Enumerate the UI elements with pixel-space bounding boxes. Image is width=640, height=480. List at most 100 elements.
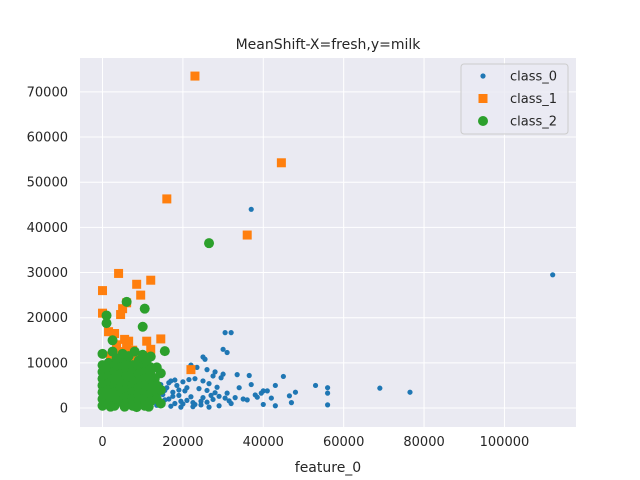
class_2-point (101, 310, 112, 321)
class_0-point (172, 400, 178, 407)
class_0-point (186, 376, 192, 383)
class_0-point (192, 376, 198, 382)
legend-box (460, 63, 569, 135)
y-tick-labels: 0 10000 20000 30000 40000 50000 60000 70000 (27, 85, 68, 416)
class_0-point (248, 206, 254, 212)
class_0-point (280, 373, 286, 380)
class_0-point (228, 400, 234, 407)
class_0-point (224, 349, 230, 356)
class_0-point (260, 401, 266, 408)
class_0-point (272, 403, 278, 409)
class_0-point (232, 395, 238, 401)
class_2-point (143, 401, 154, 412)
class_2-point (101, 318, 112, 329)
x-axis-label: feature_0 (295, 460, 361, 476)
class_1-point (118, 304, 128, 314)
class_0-point (198, 398, 204, 404)
class_0-point (194, 364, 200, 370)
class_0-point (206, 404, 212, 410)
class_0-point (228, 330, 234, 336)
class_0-point (288, 400, 295, 406)
class_0-point (172, 377, 178, 383)
class_2-point (111, 353, 122, 364)
class_2-point (107, 335, 118, 346)
class_1-point (242, 230, 252, 240)
y-tick-label: 70000 (27, 85, 68, 100)
class_0-point (292, 389, 299, 395)
class_1-point (186, 365, 196, 375)
class_0-point (168, 403, 174, 409)
legend-marker-class_1 (478, 94, 488, 103)
class_0-point (182, 388, 188, 394)
class_0-point (286, 393, 293, 399)
class_0-point (204, 387, 210, 394)
class_0-point (208, 392, 214, 398)
class_0-point (202, 356, 208, 362)
class_0-point (248, 381, 254, 388)
class_0-point (222, 330, 228, 336)
data-points (97, 71, 556, 413)
class_0-point (272, 382, 278, 389)
class_0-point (170, 393, 176, 399)
class_1-point (276, 158, 286, 168)
class_0-point (407, 389, 413, 395)
class_2-point (137, 321, 148, 332)
class_1-point (116, 310, 126, 320)
class_0-point (254, 394, 260, 400)
class_2-point (155, 384, 166, 395)
class_2-point (204, 238, 215, 249)
class_1-point (110, 329, 120, 339)
x-tick-label: 100000 (480, 435, 530, 450)
class_1-point (112, 340, 122, 350)
class_0-point (214, 384, 220, 390)
class_0-point (176, 387, 182, 393)
class_0-point (196, 386, 202, 392)
legend: class_0 class_1 class_2 (460, 63, 569, 135)
class_0-point (212, 369, 218, 375)
class_0-point (180, 379, 186, 385)
legend-label-class_1: class_1 (510, 92, 557, 107)
class_1-point (142, 336, 152, 346)
class_1-point (114, 268, 124, 278)
chart-title: MeanShift-X=fresh,y=milk (236, 37, 422, 53)
class_0-point (212, 390, 218, 396)
x-tick-label: 0 (98, 435, 106, 450)
legend-marker-class_2 (478, 116, 488, 126)
class_0-point (174, 382, 180, 389)
class_1-point (132, 279, 142, 289)
x-tick-label: 80000 (403, 435, 444, 450)
x-tick-label: 60000 (323, 435, 364, 450)
class_0-point (184, 397, 190, 403)
class_0-point (216, 403, 222, 409)
class_2-point (121, 296, 132, 307)
class_0-point (204, 367, 210, 373)
class_2-point (139, 303, 150, 314)
x-tick-label: 40000 (243, 435, 284, 450)
class_0-point (216, 393, 222, 399)
class_0-point (312, 382, 319, 389)
class_2-point (159, 346, 170, 357)
class_1-point (190, 71, 200, 81)
class_0-point (170, 389, 176, 395)
class_2-point (155, 398, 166, 409)
class_0-point (236, 385, 242, 391)
class_0-point (190, 404, 196, 410)
legend-marker-class_0 (480, 73, 486, 79)
class_0-point (180, 401, 186, 407)
y-tick-label: 20000 (27, 311, 68, 326)
class_0-point (204, 399, 210, 405)
grid-lines (80, 58, 576, 427)
class_0-point (188, 394, 194, 400)
class_0-point (324, 402, 331, 408)
y-tick-label: 10000 (27, 356, 68, 371)
class_0-point (198, 402, 204, 408)
class_0-point (258, 390, 264, 396)
class_1-point (156, 334, 166, 344)
class_0-point (324, 390, 331, 396)
class_0-point (324, 385, 331, 391)
class_0-point (166, 396, 172, 402)
class_0-point (166, 380, 172, 386)
class_1-point (146, 344, 156, 354)
class_0-point (240, 396, 246, 402)
